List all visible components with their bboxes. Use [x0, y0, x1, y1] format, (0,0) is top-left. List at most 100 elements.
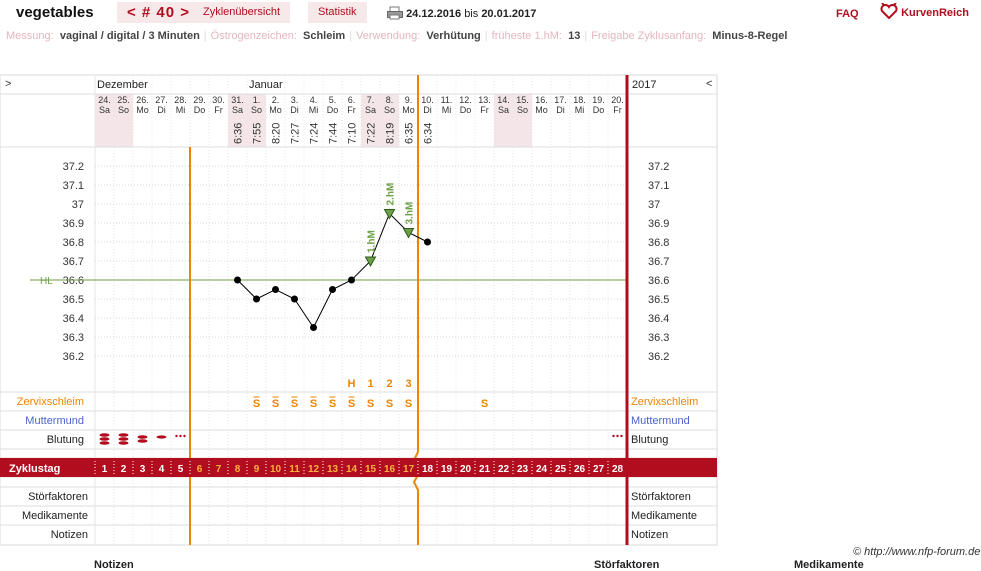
- row-label-notes: Notizen: [51, 529, 88, 541]
- y-tick-label-right: 36.9: [648, 218, 669, 230]
- measurement-time: 8:20: [271, 123, 283, 144]
- temperature-point: [291, 295, 298, 303]
- weekday-label: Do: [327, 105, 339, 115]
- date-label: 12.: [459, 95, 472, 105]
- date-label: 26.: [136, 95, 149, 105]
- logo-text: KurvenReich: [901, 7, 969, 19]
- cover-line-label: HL: [40, 276, 53, 287]
- measurement-time: 6:36: [233, 123, 245, 144]
- date-range: 24.12.2016 bis 20.01.2017: [387, 6, 536, 20]
- date-label: 19.: [592, 95, 605, 105]
- cycle-day-number: 6: [197, 464, 203, 475]
- date-from: 24.12.2016: [406, 8, 462, 20]
- weekend-shade: [247, 94, 266, 147]
- date-label: 4.: [310, 95, 318, 105]
- weekday-label: Mi: [575, 105, 585, 115]
- statistics-button[interactable]: Statistik: [308, 2, 367, 23]
- logo[interactable]: KurvenReich: [880, 2, 969, 20]
- cycle-day-number: 5: [178, 464, 184, 475]
- weekday-label: Fr: [480, 105, 489, 115]
- row-label-disturbance: Störfaktoren: [28, 491, 88, 503]
- footer-disturbance-heading: Störfaktoren: [594, 559, 660, 571]
- y-tick-label: 36.8: [63, 237, 84, 249]
- mucus-symbol: S: [481, 398, 488, 410]
- cycle-day-number: 9: [254, 464, 260, 475]
- cycle-day-number: 8: [235, 464, 241, 475]
- heart-logo-icon: [880, 2, 898, 20]
- mucus-symbol: S: [329, 398, 336, 410]
- y-tick-label: 37.2: [63, 161, 84, 173]
- weekday-label: So: [251, 105, 262, 115]
- mucus-symbol: S: [253, 398, 260, 410]
- y-tick-label-right: 36.5: [648, 294, 669, 306]
- date-label: 25.: [117, 95, 130, 105]
- cycle-day-number: 7: [216, 464, 222, 475]
- cycle-day-number: 16: [384, 464, 396, 475]
- high-count-label: H: [348, 378, 356, 390]
- y-tick-label-right: 36.3: [648, 332, 669, 344]
- info-separator: |: [349, 30, 353, 42]
- top-bar: vegetables < # 40 > Zyklenübersicht Stat…: [0, 0, 981, 27]
- chart-frame: [0, 74, 718, 546]
- nav-left-arrow[interactable]: >: [5, 78, 11, 90]
- footer-medication-heading: Medikamente: [794, 559, 864, 571]
- measurement-time: 7:44: [328, 123, 340, 144]
- faq-link[interactable]: FAQ: [836, 8, 859, 20]
- info-separator: |: [484, 30, 488, 42]
- measurement-time: 7:10: [347, 123, 359, 144]
- printer-icon[interactable]: [387, 6, 403, 20]
- footer-notes-heading: Notizen: [94, 559, 134, 571]
- y-tick-label: 37: [72, 199, 84, 211]
- nav-right-arrow[interactable]: <: [706, 78, 712, 90]
- weekday-label: Mi: [176, 105, 186, 115]
- weekday-label: Di: [423, 105, 432, 115]
- cycle-day-number: 28: [612, 464, 624, 475]
- date-label: 10.: [421, 95, 434, 105]
- weekday-label: Mo: [402, 105, 415, 115]
- y-tick-label: 36.4: [63, 313, 84, 325]
- weekend-shade: [114, 94, 133, 147]
- mucus-symbol: S: [310, 398, 317, 410]
- cycle-navigation[interactable]: < # 40 >: [117, 2, 201, 23]
- cycle-day-number: 24: [536, 464, 548, 475]
- bleeding-heavy-mark: [118, 441, 129, 445]
- row-label-medication: Medikamente: [22, 510, 88, 522]
- weekday-label: Di: [556, 105, 565, 115]
- fertile-end-marker: [412, 474, 419, 545]
- date-to: 20.01.2017: [481, 8, 537, 20]
- date-label: 28.: [174, 95, 187, 105]
- temperature-point: [348, 276, 355, 284]
- measurement-time: 7:22: [366, 123, 378, 144]
- settings-info-bar: Messung: vaginal / digital / 3 Minuten | Ö…: [6, 30, 787, 42]
- info-value: Verhütung: [426, 30, 481, 42]
- weekend-shade: [513, 94, 532, 147]
- y-tick-label: 36.6: [63, 275, 84, 287]
- cycle-day-number: 22: [498, 464, 510, 475]
- weekday-label: Sa: [365, 105, 376, 115]
- weekday-label: So: [118, 105, 129, 115]
- cycle-day-number: 15: [365, 464, 377, 475]
- cycle-day-number: 21: [479, 464, 491, 475]
- weekday-label: So: [384, 105, 395, 115]
- info-label: Messung:: [6, 30, 54, 42]
- weekday-label: Fr: [613, 105, 622, 115]
- info-value: vaginal / digital / 3 Minuten: [59, 30, 200, 42]
- date-label: 31.: [231, 95, 244, 105]
- mucus-symbol: S: [272, 398, 279, 410]
- date-label: 7.: [367, 95, 375, 105]
- weekday-label: Fr: [214, 105, 223, 115]
- info-separator: |: [584, 30, 588, 42]
- bleeding-heavy-mark: [118, 437, 129, 441]
- y-tick-label-right: 37.1: [648, 180, 669, 192]
- cycle-overview-button[interactable]: Zyklenübersicht: [193, 2, 291, 23]
- bleeding-spotting-dot: [175, 434, 178, 438]
- bleeding-spotting-dot: [612, 434, 615, 438]
- bleeding-spotting-dot: [620, 434, 623, 438]
- date-label: 1.: [253, 95, 261, 105]
- info-value: Minus-8-Regel: [712, 30, 788, 42]
- row-label-mucus-right: Zervixschleim: [631, 396, 698, 408]
- cycle-day-number: 25: [555, 464, 567, 475]
- y-tick-label-right: 37: [648, 199, 660, 211]
- bleeding-medium-mark: [137, 439, 148, 443]
- cycle-day-number: 17: [403, 464, 415, 475]
